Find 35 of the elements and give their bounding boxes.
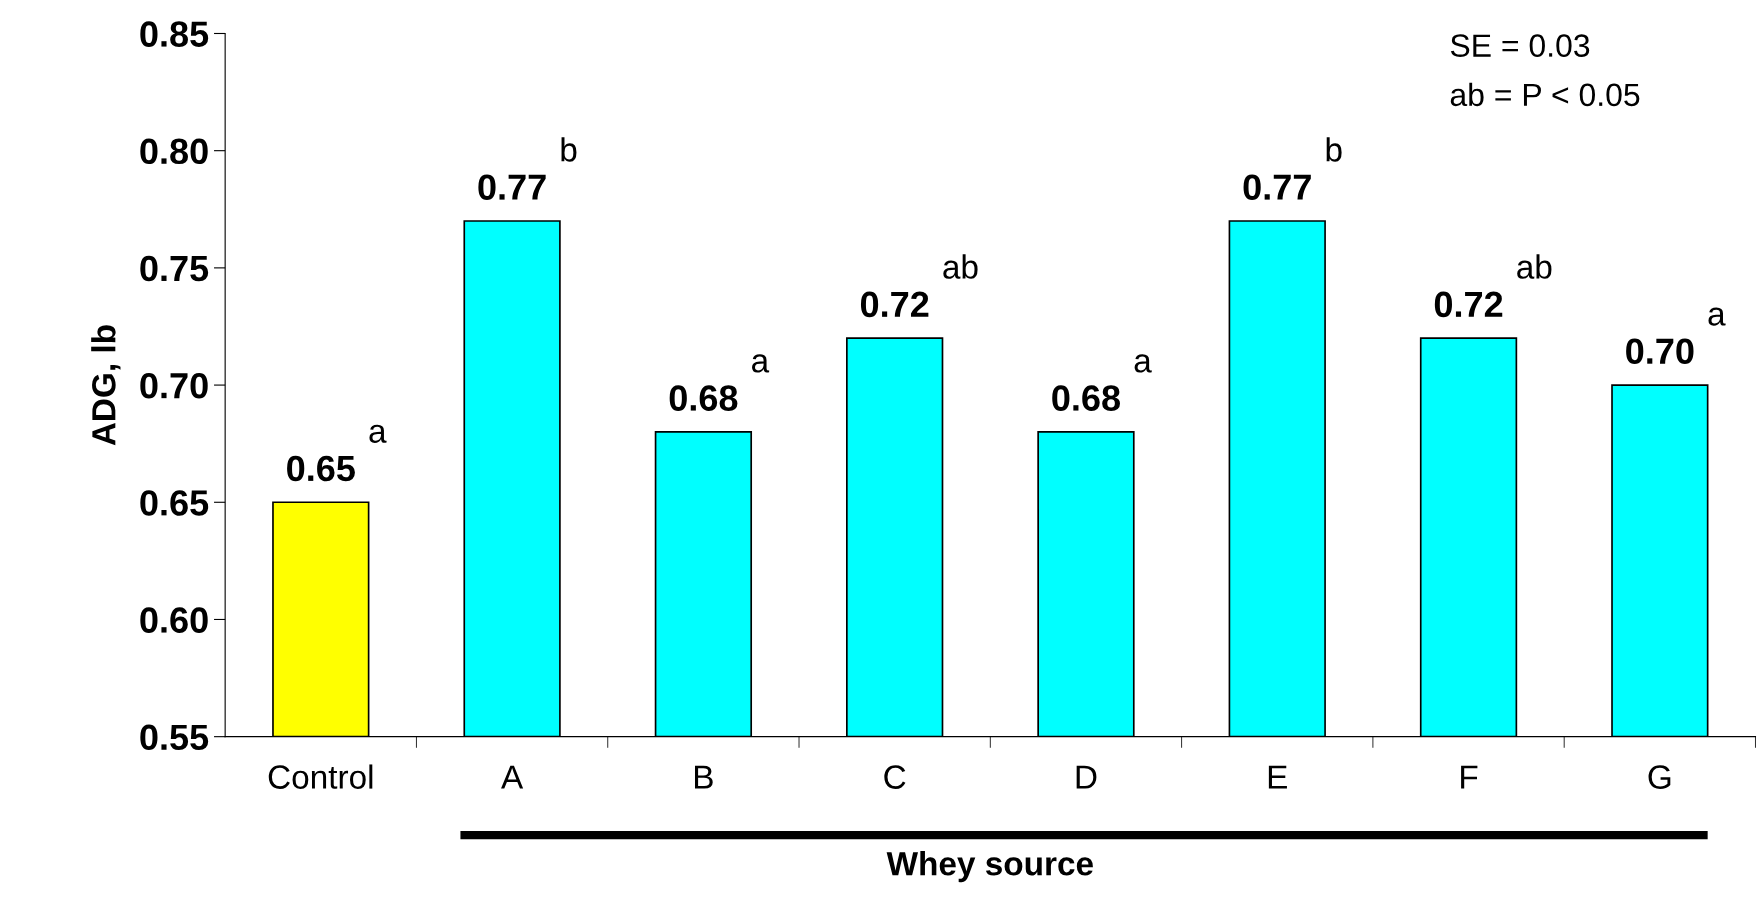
- x-tick-label: F: [1461, 765, 1478, 789]
- annotation: ab: [943, 254, 978, 279]
- x-tick-label: A: [501, 765, 524, 789]
- annotation: a: [369, 424, 387, 443]
- annotation: SE = 0.03: [1450, 34, 1590, 57]
- annotation: b: [1326, 137, 1342, 162]
- x-tick-label: E: [1268, 765, 1287, 789]
- y-tick-label: 0.75: [140, 255, 209, 282]
- annotation: ab = P < 0.05: [1450, 82, 1640, 107]
- annotation: a: [1134, 354, 1152, 373]
- data-label: 0.77: [1243, 174, 1311, 200]
- data-label: 0.68: [669, 385, 738, 411]
- annotation: a: [1708, 307, 1726, 326]
- x-tick-label: C: [884, 765, 906, 789]
- data-label: 0.77: [478, 174, 546, 200]
- y-tick-label: 0.65: [140, 490, 209, 516]
- x-tick-label: G: [1648, 765, 1671, 789]
- data-label: 0.72: [860, 291, 929, 318]
- annotation: b: [561, 137, 577, 162]
- annotation: ab: [1517, 254, 1552, 279]
- y-tick-label: 0.60: [140, 607, 208, 633]
- y-tick-label: 0.80: [140, 138, 208, 165]
- x-axis-title: Whey source: [886, 851, 1093, 883]
- data-label: 0.65: [287, 455, 355, 482]
- y-tick-label: 0.70: [140, 372, 208, 399]
- x-tick-label: D: [1076, 765, 1097, 789]
- annotation: a: [752, 354, 770, 373]
- data-label: 0.68: [1052, 385, 1120, 411]
- x-tick-label: Control: [268, 764, 373, 789]
- y-axis-title: ADG, lb: [91, 325, 121, 446]
- data-label: 0.72: [1434, 291, 1503, 318]
- data-label: 0.70: [1626, 338, 1694, 365]
- y-tick-label: 0.55: [140, 724, 209, 751]
- y-tick-label: 0.85: [140, 21, 209, 47]
- x-tick-label: B: [695, 765, 713, 789]
